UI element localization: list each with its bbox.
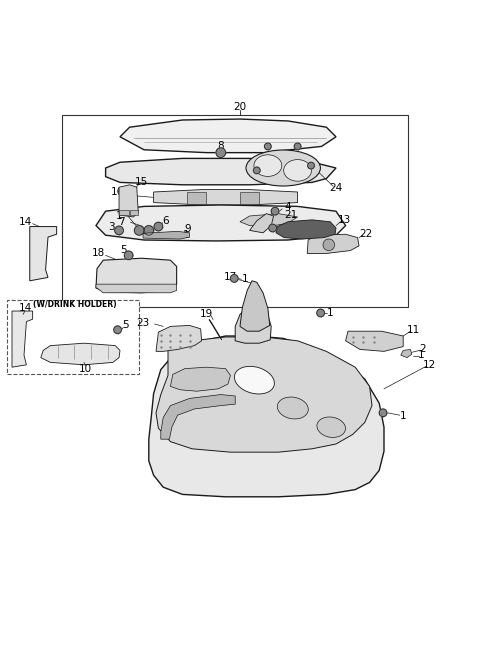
Circle shape (144, 226, 154, 235)
Circle shape (154, 222, 163, 231)
Text: 24: 24 (329, 183, 343, 193)
Circle shape (115, 226, 123, 235)
Circle shape (317, 309, 324, 317)
Polygon shape (96, 284, 177, 293)
Circle shape (271, 208, 279, 215)
Polygon shape (156, 325, 202, 351)
Polygon shape (209, 320, 222, 340)
Text: 1: 1 (241, 274, 248, 284)
Text: 2: 2 (419, 345, 426, 354)
Text: 19: 19 (200, 309, 213, 319)
Polygon shape (161, 394, 235, 439)
Polygon shape (149, 336, 384, 497)
Polygon shape (106, 159, 336, 185)
Text: 9: 9 (184, 224, 191, 235)
Text: 6: 6 (162, 216, 168, 226)
Text: 23: 23 (136, 318, 150, 327)
Circle shape (216, 148, 226, 157)
Polygon shape (240, 281, 270, 331)
Polygon shape (130, 210, 138, 215)
Text: 1: 1 (418, 350, 425, 360)
Polygon shape (30, 226, 57, 281)
Polygon shape (156, 337, 372, 452)
Text: 3: 3 (108, 222, 115, 232)
Text: 14: 14 (18, 217, 32, 226)
Polygon shape (120, 119, 336, 153)
Text: 14: 14 (18, 303, 32, 313)
Polygon shape (96, 258, 177, 293)
Text: 1: 1 (183, 230, 190, 240)
Polygon shape (143, 231, 190, 239)
Ellipse shape (246, 150, 321, 186)
Polygon shape (240, 192, 259, 204)
Circle shape (230, 275, 238, 282)
Text: 1: 1 (116, 211, 122, 221)
Circle shape (114, 326, 121, 333)
Bar (7, 300, 139, 374)
Polygon shape (346, 331, 403, 351)
Text: 1: 1 (327, 308, 334, 318)
Text: 12: 12 (423, 360, 436, 370)
Polygon shape (154, 190, 298, 205)
Circle shape (294, 143, 301, 150)
Ellipse shape (277, 397, 308, 419)
Text: 21: 21 (284, 210, 297, 220)
Text: 18: 18 (92, 249, 105, 259)
Ellipse shape (254, 155, 282, 177)
Circle shape (253, 167, 260, 174)
Circle shape (124, 251, 133, 259)
Text: 4: 4 (285, 202, 291, 212)
Ellipse shape (234, 366, 275, 394)
Bar (62, 115, 408, 307)
Text: 15: 15 (135, 177, 148, 187)
Polygon shape (235, 305, 271, 343)
Polygon shape (41, 343, 120, 365)
Polygon shape (12, 311, 33, 367)
Circle shape (308, 162, 314, 169)
Polygon shape (250, 214, 274, 233)
Text: (W/DRINK HOLDER): (W/DRINK HOLDER) (33, 300, 116, 309)
Polygon shape (187, 192, 206, 204)
Circle shape (323, 239, 335, 251)
Text: 11: 11 (407, 325, 420, 335)
Circle shape (264, 143, 271, 150)
Polygon shape (119, 185, 138, 217)
Circle shape (269, 224, 276, 232)
Polygon shape (307, 235, 359, 253)
Polygon shape (240, 214, 298, 226)
Polygon shape (401, 349, 412, 358)
Polygon shape (119, 210, 129, 215)
Polygon shape (276, 220, 336, 239)
Polygon shape (170, 367, 230, 391)
Ellipse shape (317, 417, 346, 437)
Circle shape (134, 226, 144, 235)
Text: 7: 7 (118, 217, 124, 227)
Text: 5: 5 (120, 245, 127, 255)
Ellipse shape (284, 160, 312, 181)
Text: 16: 16 (111, 187, 124, 197)
Text: 20: 20 (233, 102, 247, 112)
Text: 1: 1 (400, 411, 407, 421)
Text: 22: 22 (359, 229, 372, 239)
Text: 5: 5 (122, 320, 129, 330)
Circle shape (379, 409, 387, 417)
Text: 13: 13 (338, 215, 351, 225)
Text: 17: 17 (224, 272, 237, 282)
Text: 10: 10 (79, 364, 92, 374)
Polygon shape (96, 205, 346, 241)
Text: 8: 8 (217, 141, 224, 151)
